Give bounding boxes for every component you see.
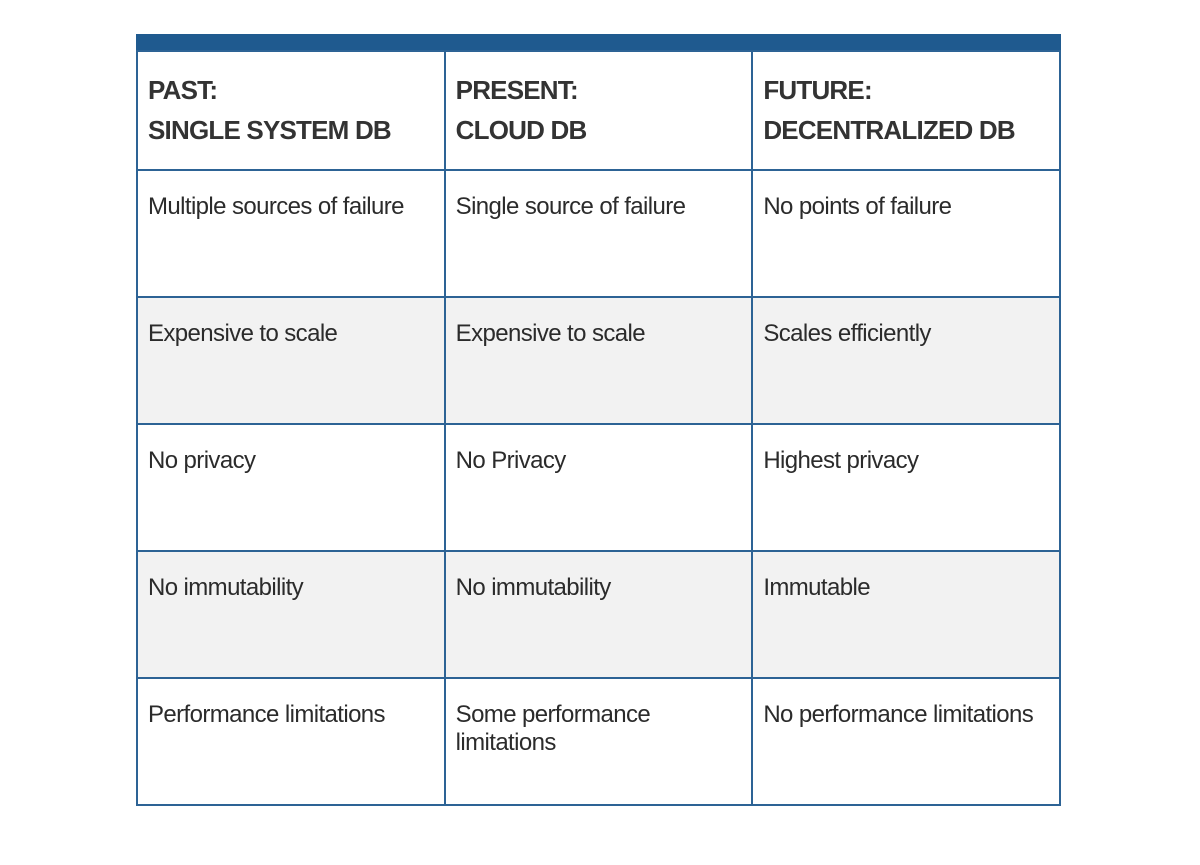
table-cell: Immutable xyxy=(751,550,1061,679)
table-cell: Expensive to scale xyxy=(443,296,754,425)
header-line: PRESENT: xyxy=(455,75,579,105)
table-cell: Single source of failure xyxy=(443,169,754,298)
top-bar xyxy=(136,34,1061,50)
table-body: Multiple sources of failure Single source… xyxy=(136,169,1061,806)
table-cell: Expensive to scale xyxy=(136,296,446,425)
table-row: No immutability No immutability Immutable xyxy=(136,550,1061,679)
header-cell: PAST: SINGLE SYSTEM DB xyxy=(136,50,446,171)
table-row: Expensive to scale Expensive to scale Scal… xyxy=(136,296,1061,425)
table-row: Performance limitations Some performance … xyxy=(136,677,1061,806)
table-cell: No performance limitations xyxy=(751,677,1061,806)
table-cell: No privacy xyxy=(136,423,446,552)
table-cell: Scales efficiently xyxy=(751,296,1061,425)
table-cell: Multiple sources of failure xyxy=(136,169,446,298)
header-cell: FUTURE: DECENTRALIZED DB xyxy=(751,50,1061,171)
table-cell: No immutability xyxy=(443,550,754,679)
header-line: FUTURE: xyxy=(763,75,872,105)
header-line: DECENTRALIZED DB xyxy=(763,115,1015,145)
table-cell: No immutability xyxy=(136,550,446,679)
header-line: PAST: xyxy=(148,75,218,105)
header-row: PAST: SINGLE SYSTEM DB PRESENT: CLOUD DB FUT… xyxy=(136,50,1061,171)
table-row: Multiple sources of failure Single source… xyxy=(136,169,1061,298)
comparison-table: PAST: SINGLE SYSTEM DB PRESENT: CLOUD DB FUT… xyxy=(136,34,1061,806)
table-cell: No Privacy xyxy=(443,423,754,552)
table-cell: Highest privacy xyxy=(751,423,1061,552)
table-head: PAST: SINGLE SYSTEM DB PRESENT: CLOUD DB FUT… xyxy=(136,50,1061,171)
table-row: No privacy No Privacy Highest privacy xyxy=(136,423,1061,552)
table: PAST: SINGLE SYSTEM DB PRESENT: CLOUD DB FUT… xyxy=(136,50,1061,806)
table-cell: Performance limitations xyxy=(136,677,446,806)
header-line: CLOUD DB xyxy=(455,115,588,145)
header-cell: PRESENT: CLOUD DB xyxy=(443,50,754,171)
header-line: SINGLE SYSTEM DB xyxy=(148,115,392,145)
table-cell: No points of failure xyxy=(751,169,1061,298)
table-cell: Some performance limitations xyxy=(443,677,754,806)
